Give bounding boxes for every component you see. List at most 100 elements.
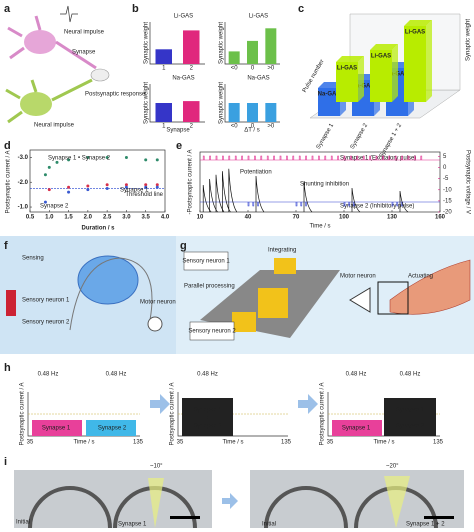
text: Sensory neuron 1 [182,259,230,265]
brain [77,255,139,305]
block-label: + [206,416,210,422]
y2-tick-label: 5 [443,154,447,160]
point [55,160,59,164]
current-spike [222,171,231,213]
y-label: -Postsynaptic current / A [188,149,194,214]
x-tick-label: 3.0 [122,215,131,221]
current-spike [209,178,218,213]
x-tick-label: 70 [293,215,300,221]
series-label: Li-GAS [337,66,357,72]
block-label: Synapse 1 [396,408,425,414]
block-label: Synapse 1 [342,426,371,432]
axis [177,392,288,437]
block-label: Synapse 2 [98,426,127,432]
y2-label: Postsynaptic voltage / V [464,150,470,214]
synapse [90,68,110,82]
x-tick-label: 100 [339,215,350,221]
panel-label: f [4,240,8,252]
x-tick-label: 0 [251,66,255,72]
bar [247,103,258,122]
y-label: Postsynaptic current / A [320,382,326,445]
annotation: Synapse 1 (Excitatory pulse) [340,156,416,162]
current-spike [303,181,313,213]
y-label: Postsynaptic current / A [170,382,176,445]
y2-tick-label: -5 [443,176,449,182]
text: Synapse 1 + 2 [406,522,445,528]
point [155,185,159,189]
x-tick-label: 0.5 [26,215,35,221]
freq: 0.48 Hz [106,372,127,378]
bar [370,50,392,102]
dendrite [5,78,93,124]
y-label: Synaptic weight [144,22,150,64]
text: Initial [262,522,276,528]
chart-title: Na-GAS [247,76,269,82]
series-label: Li-GAS [371,54,391,60]
x-tick-label: 35 [327,440,334,446]
signal-block [32,420,82,436]
text: Postsynaptic response [85,92,146,98]
x-tick-label: 35 [177,440,184,446]
plot-frame [29,149,166,213]
electrode [274,258,296,274]
hand [6,290,16,316]
point [124,183,128,187]
signal-block [384,398,436,436]
x-tick-label: 4.0 [161,215,170,221]
panel-g: g Sensory neuron 1 Sensory neuron 2 Inte… [180,240,471,341]
angle-wedge [148,478,164,528]
y-label: Postsynaptic current / A [20,382,26,445]
point [86,184,90,188]
chart-title: Li-GAS [174,14,193,20]
annotation: Synapse 2 (Inhibitory pulse) [340,204,414,210]
point [67,158,71,162]
block-label: Synapse 1 [193,408,222,414]
point [144,183,148,187]
y2-tick-label: -20 [443,210,452,216]
chart-title: Li-GAS [249,14,268,20]
legend-label: Synapse 1 [120,188,149,194]
bar-top [336,56,364,62]
x-tick-label: 2 [190,124,194,130]
bar [155,49,172,64]
point [144,158,148,162]
point [67,190,71,194]
x-tick-label: 1.5 [64,215,73,221]
neuron [20,92,52,116]
current-spike [228,168,238,213]
bar [155,103,172,122]
y-tick-label: -1.0 [18,205,29,211]
x-tick-label: 10 [197,215,204,221]
legend-label: Threshold line [125,192,163,198]
x-tick-label: 2.5 [103,215,112,221]
legend-label: Synapse 2 [40,204,69,210]
series-label: Na-GAS [318,92,341,98]
x-label: Time / s [309,224,330,230]
text: Sensory neuron 2 [188,329,236,335]
x-tick-label: >0 [267,124,275,130]
x-tick-label: 35 [27,440,34,446]
current-spike [399,190,409,213]
bar [183,30,200,64]
x-tick-label: 3.5 [142,215,151,221]
y2-tick-label: 0 [443,165,447,171]
panel-label: c [298,3,304,15]
dendrite [7,15,97,70]
point [67,185,71,189]
point [124,155,128,159]
scale-bar [424,516,454,519]
chart-title: Na-GAS [172,76,194,82]
x-tick-label: 160 [435,215,446,221]
x-label: Duration / s [81,226,115,232]
x-tick-label: 1.0 [45,215,54,221]
point [144,185,148,189]
text: Integrating [268,248,296,254]
point [105,183,109,187]
point [47,188,51,192]
bar-top [370,44,398,50]
panel-label: i [4,456,7,468]
x-label: ΔT / s [244,128,260,134]
signal-block [332,420,382,436]
legend-label: Synapse 1 • Synapse 2 [48,156,111,162]
